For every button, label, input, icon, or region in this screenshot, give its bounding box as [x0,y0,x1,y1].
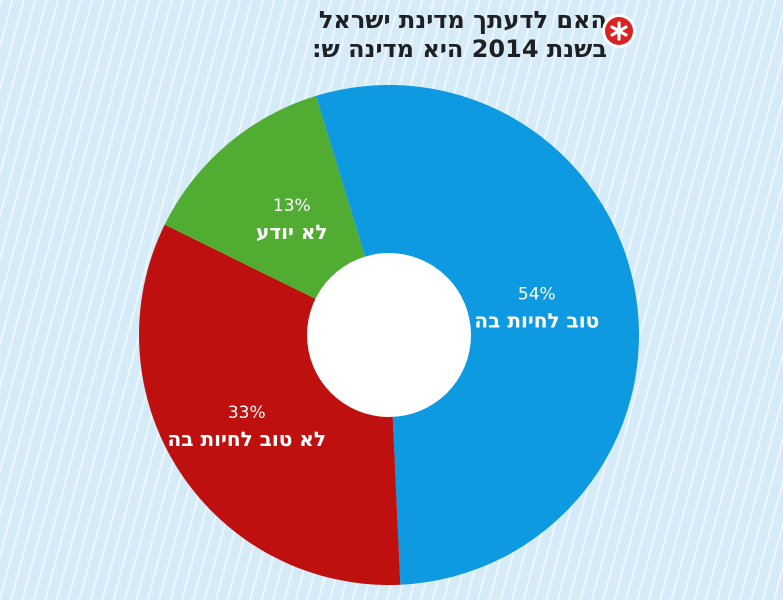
donut-hole [307,253,471,417]
slice-value-label: 54% [518,284,556,304]
slice-value-label: 13% [273,196,311,216]
title-line-2: בשנת 2014 היא מדינה ש: [311,35,607,63]
chart-title: האם לדעתך מדינת ישראל בשנת 2014 היא מדינ… [312,6,607,64]
slice-category-label: לא טוב לחיות בה [168,427,326,451]
asterisk-badge-icon [602,14,636,48]
title-line-1: האם לדעתך מדינת ישראל [318,6,607,34]
pie-slice [315,85,639,585]
slice-category-label: לא יודע [256,220,327,244]
slice-value-label: 33% [228,403,266,423]
slice-category-label: טוב לחיות בה [474,308,599,332]
